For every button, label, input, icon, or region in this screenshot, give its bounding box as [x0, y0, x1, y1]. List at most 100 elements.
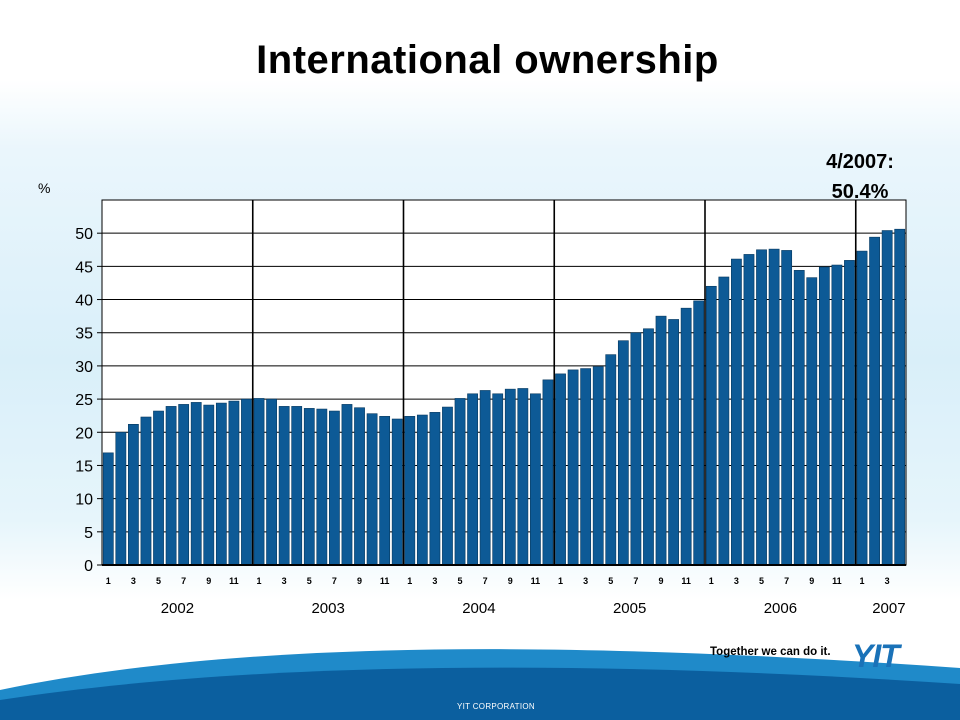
- bar: [140, 416, 152, 566]
- year-label: 2005: [613, 600, 646, 617]
- bar: [379, 416, 391, 566]
- month-tick-label: 9: [357, 576, 362, 586]
- bar: [818, 266, 830, 566]
- year-label: 2007: [872, 600, 905, 617]
- yit-logo: YIT: [852, 640, 903, 670]
- bar: [416, 414, 428, 566]
- month-tick-label: 7: [332, 576, 337, 586]
- month-tick-label: 5: [156, 576, 161, 586]
- bar: [643, 328, 654, 566]
- month-tick-label: 9: [206, 576, 211, 586]
- month-tick-label: 1: [558, 576, 563, 586]
- month-tick-label: 5: [759, 576, 764, 586]
- month-tick-label: 3: [583, 576, 588, 586]
- bar: [731, 258, 742, 566]
- bar: [517, 388, 529, 566]
- bar: [253, 398, 265, 566]
- bar: [718, 276, 730, 566]
- annotation-value: 50.4%: [831, 181, 889, 203]
- month-tick-label: 1: [860, 576, 865, 586]
- year-label: 2004: [462, 600, 495, 617]
- month-tick-label: 7: [633, 576, 638, 586]
- y-tick-label: 40: [75, 293, 93, 310]
- bar: [831, 264, 843, 566]
- bar: [203, 404, 215, 566]
- bar: [354, 407, 365, 566]
- bar: [278, 406, 290, 566]
- bar: [102, 452, 114, 566]
- bar: [215, 402, 227, 566]
- bar: [467, 393, 478, 566]
- bar: [165, 406, 177, 566]
- bar: [743, 254, 755, 566]
- bar: [128, 424, 139, 566]
- bar: [781, 250, 793, 566]
- logo-text: YIT: [852, 640, 902, 670]
- y-tick-label: 50: [75, 226, 93, 243]
- bar: [580, 368, 592, 566]
- month-tick-label: 7: [784, 576, 789, 586]
- y-tick-label: 20: [75, 425, 93, 442]
- month-tick-label: 1: [257, 576, 262, 586]
- month-tick-label: 3: [131, 576, 136, 586]
- month-tick-label: 3: [282, 576, 287, 586]
- bar: [241, 398, 252, 566]
- bar: [605, 354, 617, 566]
- bar: [153, 410, 164, 566]
- month-tick-label: 9: [809, 576, 814, 586]
- slide-title: International ownership: [256, 38, 719, 82]
- bar: [316, 408, 328, 566]
- month-tick-label: 9: [659, 576, 664, 586]
- tagline: Together we can do it.: [710, 646, 831, 658]
- y-tick-label: 30: [75, 359, 93, 376]
- bar: [178, 404, 190, 566]
- bar: [291, 406, 303, 566]
- month-tick-label: 3: [885, 576, 890, 586]
- bar: [630, 332, 642, 566]
- month-tick-label: 7: [483, 576, 488, 586]
- bar: [530, 393, 541, 566]
- month-tick-label: 5: [608, 576, 613, 586]
- bar: [454, 398, 466, 566]
- bar: [228, 400, 240, 566]
- y-tick-label: 0: [84, 558, 93, 575]
- bar: [894, 228, 906, 566]
- bar: [844, 260, 855, 566]
- month-tick-label: 1: [106, 576, 111, 586]
- year-label: 2002: [161, 600, 194, 617]
- bar: [266, 398, 277, 566]
- bar: [404, 416, 416, 566]
- y-tick-label: 35: [75, 326, 93, 343]
- year-label: 2006: [764, 600, 797, 617]
- bar: [793, 270, 805, 566]
- year-label: 2003: [311, 600, 344, 617]
- bar: [190, 402, 202, 566]
- month-tick-label: 7: [181, 576, 186, 586]
- month-tick-label: 5: [458, 576, 463, 586]
- bar: [881, 230, 893, 566]
- y-tick-label: 45: [75, 259, 93, 276]
- bar: [592, 366, 604, 566]
- month-tick-label: 11: [229, 576, 239, 586]
- bar: [366, 413, 378, 566]
- bar: [756, 249, 767, 566]
- bar: [479, 390, 491, 566]
- bar: [442, 406, 453, 566]
- month-tick-label: 3: [432, 576, 437, 586]
- month-tick-label: 1: [407, 576, 412, 586]
- y-tick-label: 5: [84, 525, 93, 542]
- bar: [391, 418, 403, 566]
- bar: [115, 431, 127, 566]
- bar: [429, 412, 441, 566]
- bar: [768, 248, 780, 566]
- bar: [617, 340, 629, 566]
- y-unit-label: %: [38, 180, 51, 196]
- month-tick-label: 11: [832, 576, 842, 586]
- y-tick-label: 10: [75, 492, 93, 509]
- bar: [856, 250, 868, 566]
- bar: [303, 408, 315, 566]
- month-tick-label: 9: [508, 576, 513, 586]
- bar: [341, 404, 353, 566]
